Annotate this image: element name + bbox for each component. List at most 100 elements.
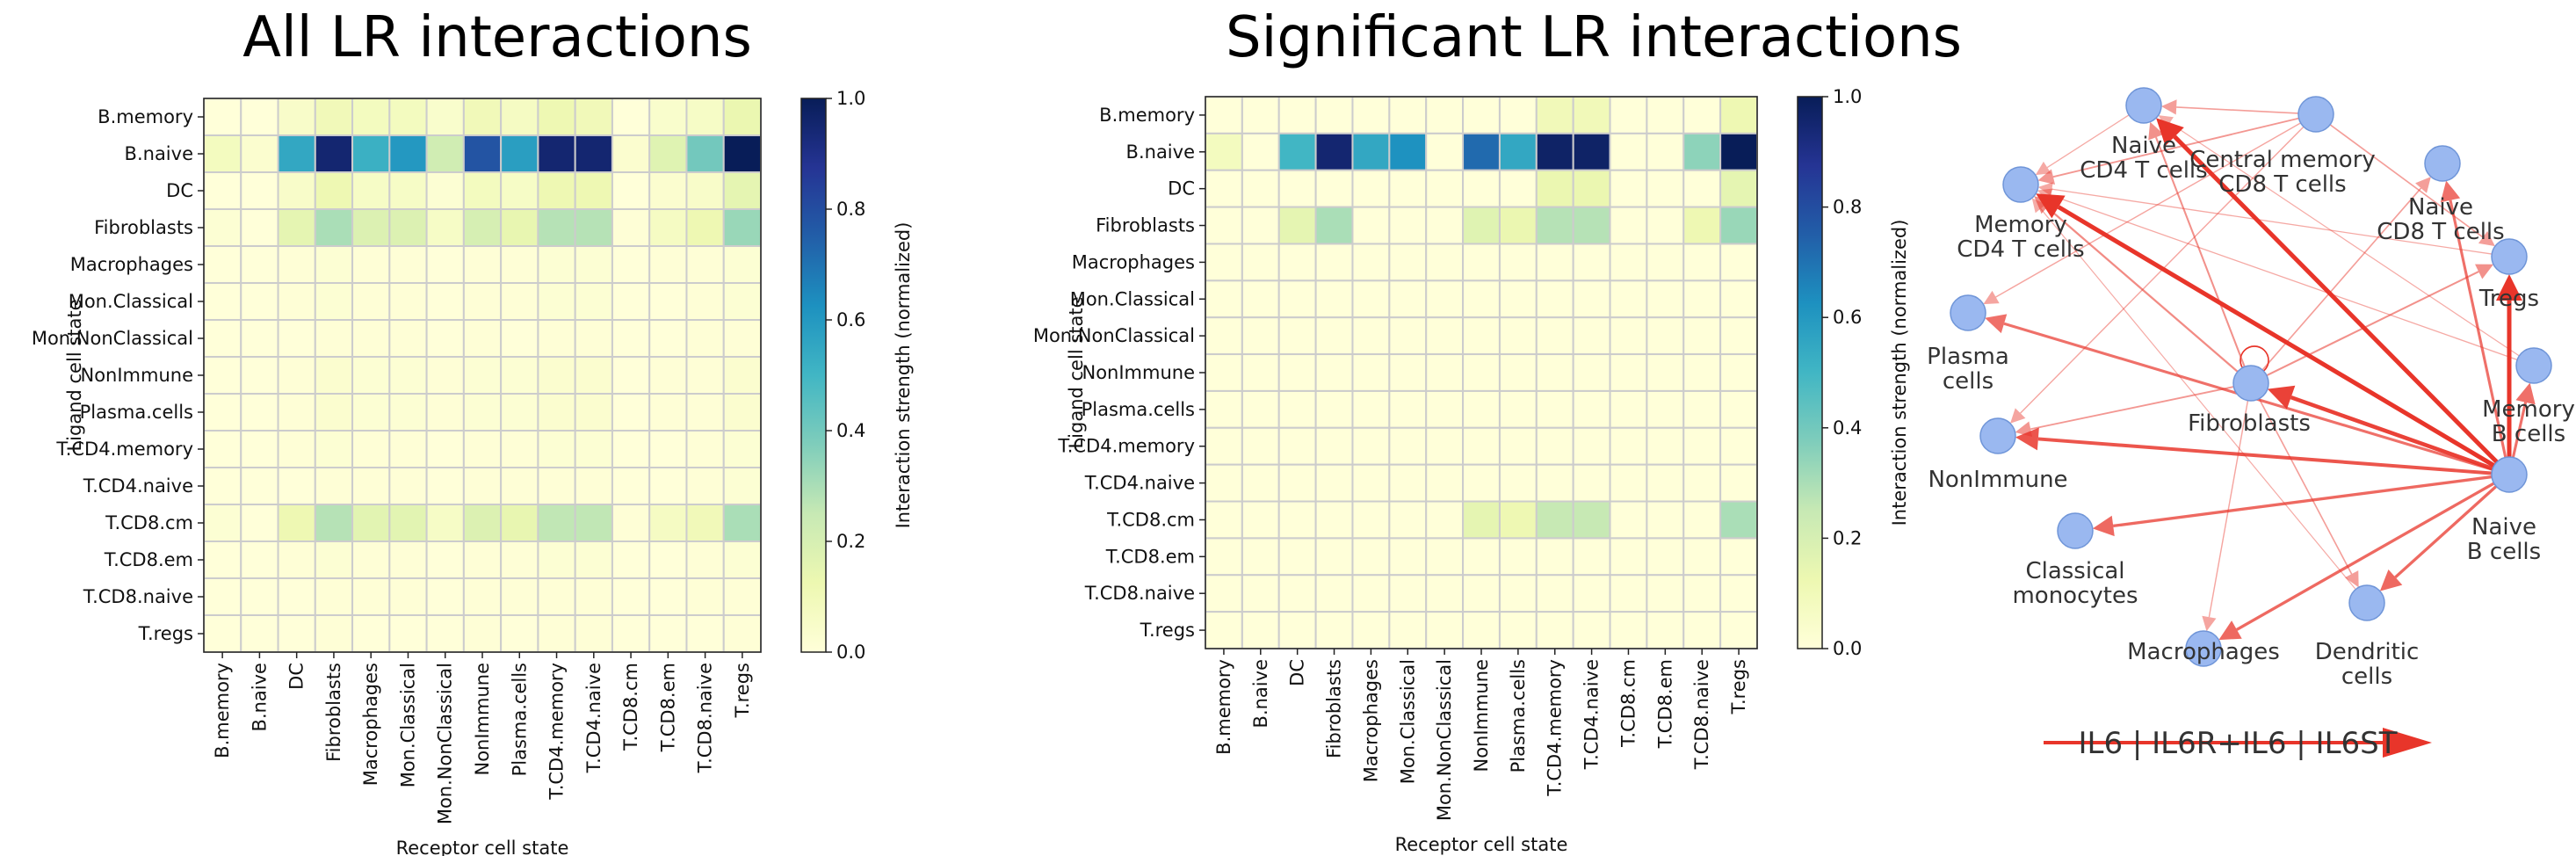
x-tick-label: DC [1287,659,1308,686]
network-arrowhead [2496,274,2522,301]
heatmap-cell [388,134,428,173]
heatmap-cell [1462,279,1501,319]
heatmap-cell [277,393,316,432]
heatmap-cell [1572,96,1611,134]
y-tick-label: T.CD8.naive [1084,583,1195,604]
heatmap-significant-lr: B.memory B.naive DC Fibroblasts Macrophages M… [1033,86,1910,855]
heatmap-cell [314,430,354,468]
heatmap-cell [1719,243,1758,282]
heatmap-cell [574,171,613,210]
y-axis-label: Ligand cell state [1066,296,1087,448]
heatmap-cell [1535,316,1574,356]
heatmap-cell [1388,132,1428,171]
heatmap-cell [351,577,391,616]
x-tick-label: T.CD8.em [1654,659,1675,749]
y-tick-label: T.CD8.em [1105,546,1195,567]
heatmap-cell [203,614,242,653]
heatmap-cell [1425,463,1465,503]
heatmap-cell [537,393,576,432]
heatmap-cell [462,430,503,468]
heatmap-cell [648,577,688,616]
heatmap-cell [722,171,763,210]
heatmap-cell [1609,500,1648,540]
heatmap-cell [611,430,651,468]
heatmap-cell [1241,243,1280,282]
heatmap-cell [203,467,242,505]
heatmap-cell [1572,574,1611,613]
x-axis-label: Receptor cell state [1395,834,1568,855]
heatmap-cell [240,540,279,579]
heatmap-cell [240,319,279,358]
heatmap-cell [1205,537,1243,577]
heatmap-cell [722,245,763,284]
x-tick-label: Mon.NonClassical [1434,659,1455,821]
heatmap-cell [1462,426,1501,466]
colorbar [1797,96,1823,649]
network-arrowhead [2031,198,2046,214]
y-axis-label: Ligand cell state [64,299,85,451]
heatmap-cell [1609,316,1648,356]
heatmap-cell [574,430,613,468]
heatmap-cell [1205,169,1243,208]
heatmap-cell [1646,96,1685,134]
heatmap-cell [1388,279,1428,319]
heatmap-cell [462,208,503,247]
network-arrowhead [2478,231,2495,247]
heatmap-cell [1388,353,1428,392]
heatmap-cell [388,208,428,247]
heatmap-cell [1351,537,1391,577]
heatmap-cell [1277,169,1317,208]
heatmap-cell [1609,426,1648,466]
heatmap-cell [537,614,576,653]
heatmap-cell [1719,463,1758,503]
heatmap-cell [240,356,279,395]
network-arrowhead [2160,99,2177,115]
heatmap-cell [722,134,763,173]
heatmap-cell [1535,132,1574,171]
heatmap-cell [240,504,279,542]
heatmap-cell [537,134,576,173]
heatmap-cell [1719,611,1758,650]
network-arrowhead [2345,570,2359,588]
colorbar-tick-label: 1.0 [1833,86,1862,107]
heatmap-cell [722,98,763,136]
heatmap-cell [1462,316,1501,356]
heatmap-cell [1498,574,1538,613]
network-edge [2176,106,2299,114]
heatmap-cell [1535,96,1574,134]
heatmap-cell [1241,353,1280,392]
network-arrowhead [2010,408,2026,424]
heatmap-cell [203,134,242,173]
heatmap-cell [1314,206,1354,245]
heatmap-cell [1205,353,1243,392]
heatmap-cell [500,245,539,284]
x-tick-label: T.CD4.naive [1581,659,1603,770]
heatmap-cell [574,356,613,395]
heatmap-cell [1682,132,1722,171]
heatmap-cell [1535,426,1574,466]
heatmap-cell [722,208,763,247]
y-tick-label: T.CD8.em [104,549,193,570]
heatmap-cell [1572,316,1611,356]
heatmap-cell [1535,537,1574,577]
heatmap-cell [1425,316,1465,356]
heatmap-cell [1277,537,1317,577]
heatmap-cell [648,540,688,579]
heatmap-cell [1241,574,1280,613]
heatmap-cell [388,245,428,284]
heatmap-cell [574,282,613,321]
y-tick-label: T.CD4.naive [83,475,193,497]
network-edge [2173,134,2499,464]
x-tick-label: Plasma.cells [1508,659,1529,773]
heatmap-cell [722,356,763,395]
network-arrowhead [2037,182,2053,197]
heatmap-cell [537,245,576,284]
heatmap-cell [425,467,465,505]
heatmap-cell [1646,537,1685,577]
heatmap-cell [1609,353,1648,392]
y-tick-label: T.CD8.cm [1106,509,1195,530]
heatmap-cell [500,319,539,358]
heatmap-cell [425,208,465,247]
heatmap-cell [314,393,354,432]
heatmap-cell [462,540,503,579]
